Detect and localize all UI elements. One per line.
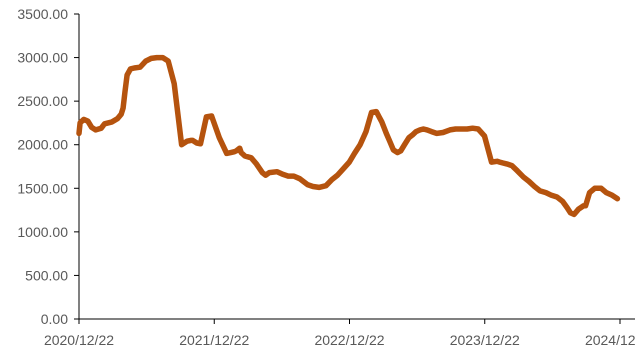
- y-tick-label: 3500.00: [17, 6, 68, 22]
- y-tick-label: 1000.00: [17, 224, 68, 240]
- x-tick-label: 2024/12/22: [585, 332, 635, 348]
- y-tick-label: 0.00: [41, 311, 68, 327]
- series-group: [76, 54, 621, 218]
- series-line-0: [76, 54, 621, 218]
- y-tick-label: 2500.00: [17, 93, 68, 109]
- x-tick-label: 2022/12/22: [314, 332, 384, 348]
- x-axis: 2020/12/22 2021/12/22 2022/12/22 2023/12/22…: [44, 318, 635, 348]
- y-tick-label: 2000.00: [17, 137, 68, 153]
- y-tick-label: 1500.00: [17, 180, 68, 196]
- x-tick-label: 2023/12/22: [450, 332, 520, 348]
- y-tick-label: 500.00: [25, 267, 68, 283]
- y-axis: 0.00 500.00 1000.00 1500.00 2000.00 2500.00 30…: [17, 6, 80, 327]
- y-tick-label: 3000.00: [17, 50, 68, 66]
- x-tick-label: 2020/12/22: [44, 332, 114, 348]
- x-tick-label: 2021/12/22: [179, 332, 249, 348]
